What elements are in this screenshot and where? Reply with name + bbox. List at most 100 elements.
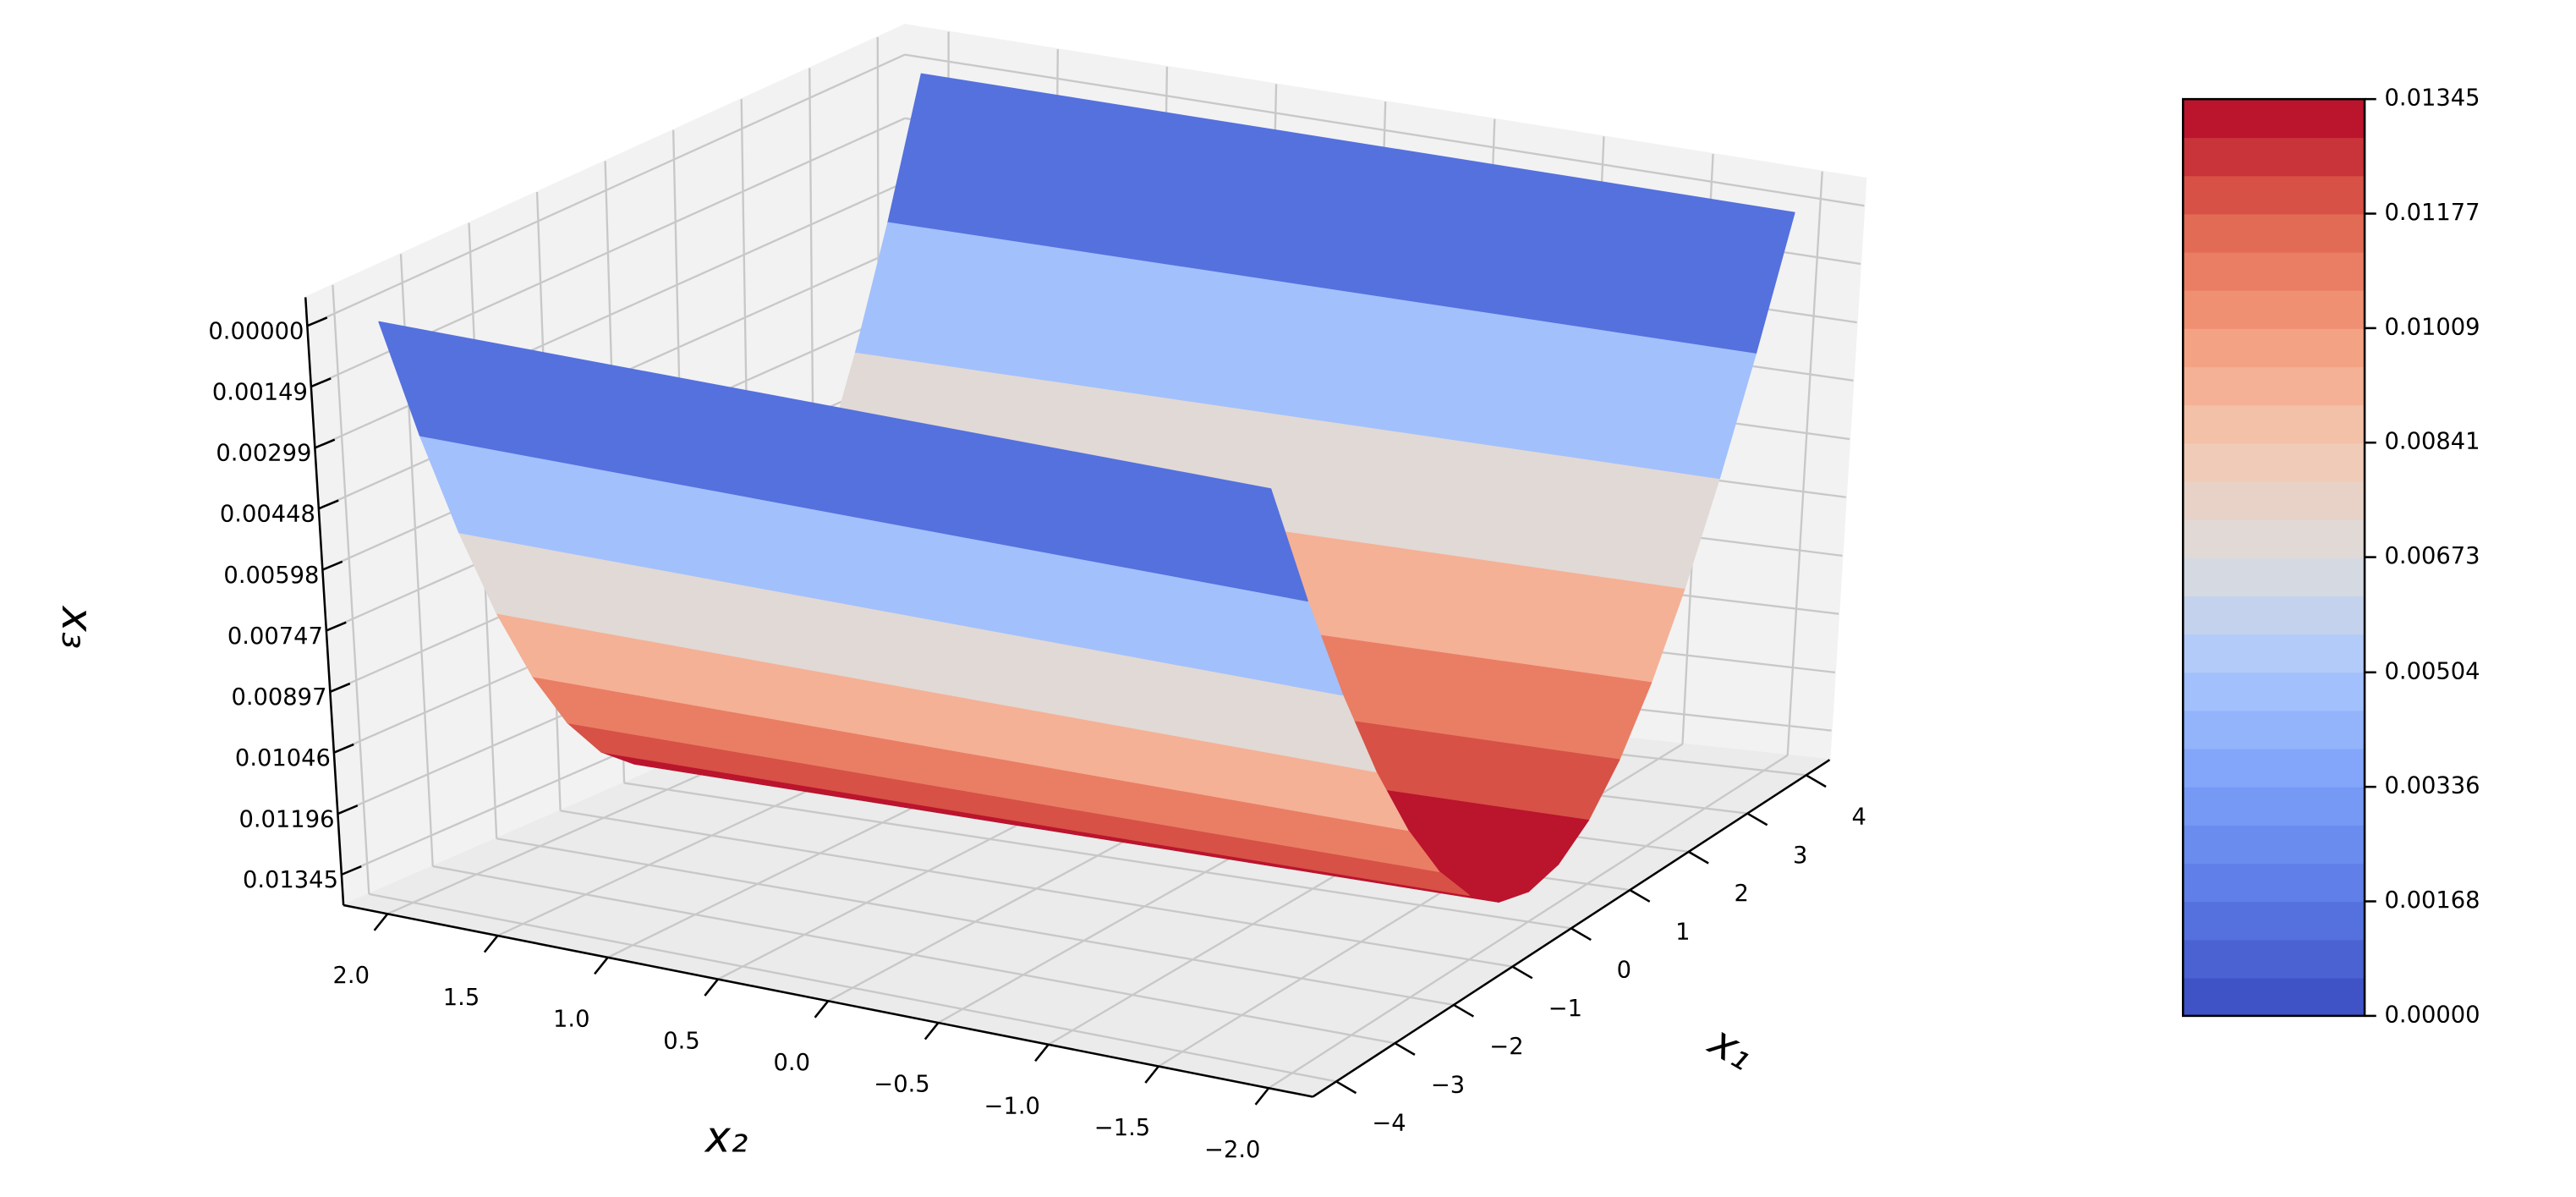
colorbar-band bbox=[2183, 825, 2365, 865]
surface-strip bbox=[378, 321, 1308, 602]
z-tick-label: 0.00149 bbox=[212, 379, 308, 405]
z-tick bbox=[337, 804, 359, 815]
axes: −4 −3 −2 −1 0 1 2 3 4 2.0 1.5 1.0 0.5 0.0 −0.5 −1.0 −1.5… bbox=[208, 297, 1866, 1163]
z-tick bbox=[321, 560, 343, 571]
colorbar-band bbox=[2183, 748, 2365, 788]
colorbar-tick-label: 0.01177 bbox=[2385, 200, 2480, 226]
y-tick-label: −0.5 bbox=[874, 1072, 929, 1098]
y-axis-title: x₂ bbox=[704, 1112, 748, 1161]
colorbar-tick-label: 0.00336 bbox=[2385, 773, 2480, 799]
colorbar-band bbox=[2183, 557, 2365, 596]
y-tick bbox=[1144, 1065, 1159, 1084]
x-tick-label: −1 bbox=[1548, 996, 1582, 1022]
x-tick-label: −3 bbox=[1431, 1072, 1465, 1098]
y-tick-label: −1.0 bbox=[984, 1093, 1040, 1119]
grid-line bbox=[1786, 171, 1823, 755]
y-tick bbox=[924, 1022, 940, 1041]
z-tick-label: 0.01345 bbox=[243, 867, 338, 893]
colorbar-band bbox=[2183, 939, 2365, 979]
z-tick-label: 0.01196 bbox=[238, 806, 334, 832]
z-tick bbox=[318, 499, 339, 510]
colorbar-band bbox=[2183, 901, 2365, 941]
x-axis-line bbox=[1312, 759, 1831, 1098]
x-tick bbox=[1453, 1003, 1475, 1018]
colorbar-band bbox=[2183, 672, 2365, 711]
x-tick bbox=[1629, 889, 1651, 903]
colorbar-band bbox=[2183, 251, 2365, 291]
grid-line bbox=[1268, 754, 1789, 1090]
colorbar-band bbox=[2183, 442, 2365, 482]
grid-line bbox=[904, 53, 1865, 207]
colorbar-band bbox=[2183, 99, 2365, 139]
colorbar-band bbox=[2183, 366, 2365, 406]
z-tick bbox=[329, 682, 351, 693]
z-tick bbox=[326, 621, 347, 632]
colorbar-tick-label: 0.00504 bbox=[2385, 658, 2480, 684]
x-tick bbox=[1394, 1042, 1416, 1056]
colorbar-band bbox=[2183, 710, 2365, 749]
y-tick bbox=[1034, 1043, 1050, 1062]
colorbar-band bbox=[2183, 786, 2365, 826]
colorbar-tick-label: 0.00000 bbox=[2385, 1002, 2480, 1028]
colorbar-tick-label: 0.01345 bbox=[2385, 85, 2480, 112]
colorbar-band bbox=[2183, 634, 2365, 673]
y-tick-label: 0.5 bbox=[663, 1028, 699, 1054]
x-tick bbox=[1746, 812, 1768, 826]
x-tick bbox=[1570, 927, 1592, 942]
x-tick bbox=[1688, 850, 1709, 865]
y-tick-label: 2.0 bbox=[333, 963, 370, 989]
y-tick-label: 1.0 bbox=[553, 1007, 589, 1033]
x-tick-label: 1 bbox=[1675, 919, 1690, 945]
colorbar-band bbox=[2183, 328, 2365, 368]
y-tick-label: −1.5 bbox=[1094, 1115, 1150, 1141]
z-tick-label: 0.00747 bbox=[227, 623, 323, 650]
z-tick-label: 0.00000 bbox=[208, 319, 304, 345]
colorbar-band bbox=[2183, 977, 2365, 1017]
x-tick bbox=[1806, 774, 1827, 788]
z-tick-label: 0.00598 bbox=[223, 563, 319, 589]
z-tick bbox=[310, 377, 332, 388]
x-tick bbox=[1335, 1080, 1357, 1095]
grid-line bbox=[332, 284, 370, 894]
y-axis-line bbox=[343, 903, 1313, 1098]
z-tick-label: 0.01046 bbox=[235, 745, 331, 771]
colorbar-band bbox=[2183, 213, 2365, 253]
surface bbox=[378, 73, 1795, 903]
y-tick-label: 1.5 bbox=[443, 985, 480, 1011]
z-tick bbox=[333, 743, 354, 754]
colorbar-band bbox=[2183, 175, 2365, 215]
z-tick bbox=[341, 865, 362, 876]
x-tick-label: 3 bbox=[1793, 843, 1807, 869]
colorbar-band bbox=[2183, 863, 2365, 903]
z-tick-label: 0.00897 bbox=[231, 684, 326, 711]
colorbar-tick-label: 0.00673 bbox=[2385, 543, 2480, 569]
x-tick bbox=[1511, 965, 1533, 980]
grid-line bbox=[306, 53, 906, 327]
colorbar-tick-label: 0.00841 bbox=[2385, 429, 2480, 455]
y-tick bbox=[373, 913, 389, 931]
x-tick-label: 2 bbox=[1735, 881, 1749, 907]
colorbar-band bbox=[2183, 596, 2365, 635]
x-tick-label: 0 bbox=[1617, 958, 1631, 984]
colorbar: 0.00000 0.00168 0.00336 0.00504 0.00673 0.008… bbox=[2182, 85, 2480, 1028]
colorbar-tick-label: 0.00168 bbox=[2385, 887, 2480, 914]
z-tick bbox=[314, 438, 336, 449]
y-tick bbox=[814, 1000, 830, 1019]
colorbar-band bbox=[2183, 404, 2365, 444]
y-tick bbox=[483, 935, 499, 953]
x-tick-label: −4 bbox=[1372, 1111, 1406, 1137]
y-tick bbox=[594, 957, 609, 975]
y-tick-label: 0.0 bbox=[774, 1050, 810, 1076]
y-tick-label: −2.0 bbox=[1204, 1137, 1260, 1163]
colorbar-band bbox=[2183, 289, 2365, 329]
z-axis-title: x₃ bbox=[52, 605, 102, 649]
x-tick-label: 4 bbox=[1851, 804, 1866, 831]
z-tick-label: 0.00448 bbox=[220, 502, 315, 528]
colorbar-band bbox=[2183, 519, 2365, 558]
colorbar-tick-label: 0.01009 bbox=[2385, 314, 2480, 340]
z-tick-label: 0.00299 bbox=[216, 441, 311, 467]
z-axis-line bbox=[304, 297, 345, 906]
y-tick bbox=[704, 978, 719, 997]
x-tick-label: −2 bbox=[1489, 1034, 1523, 1060]
